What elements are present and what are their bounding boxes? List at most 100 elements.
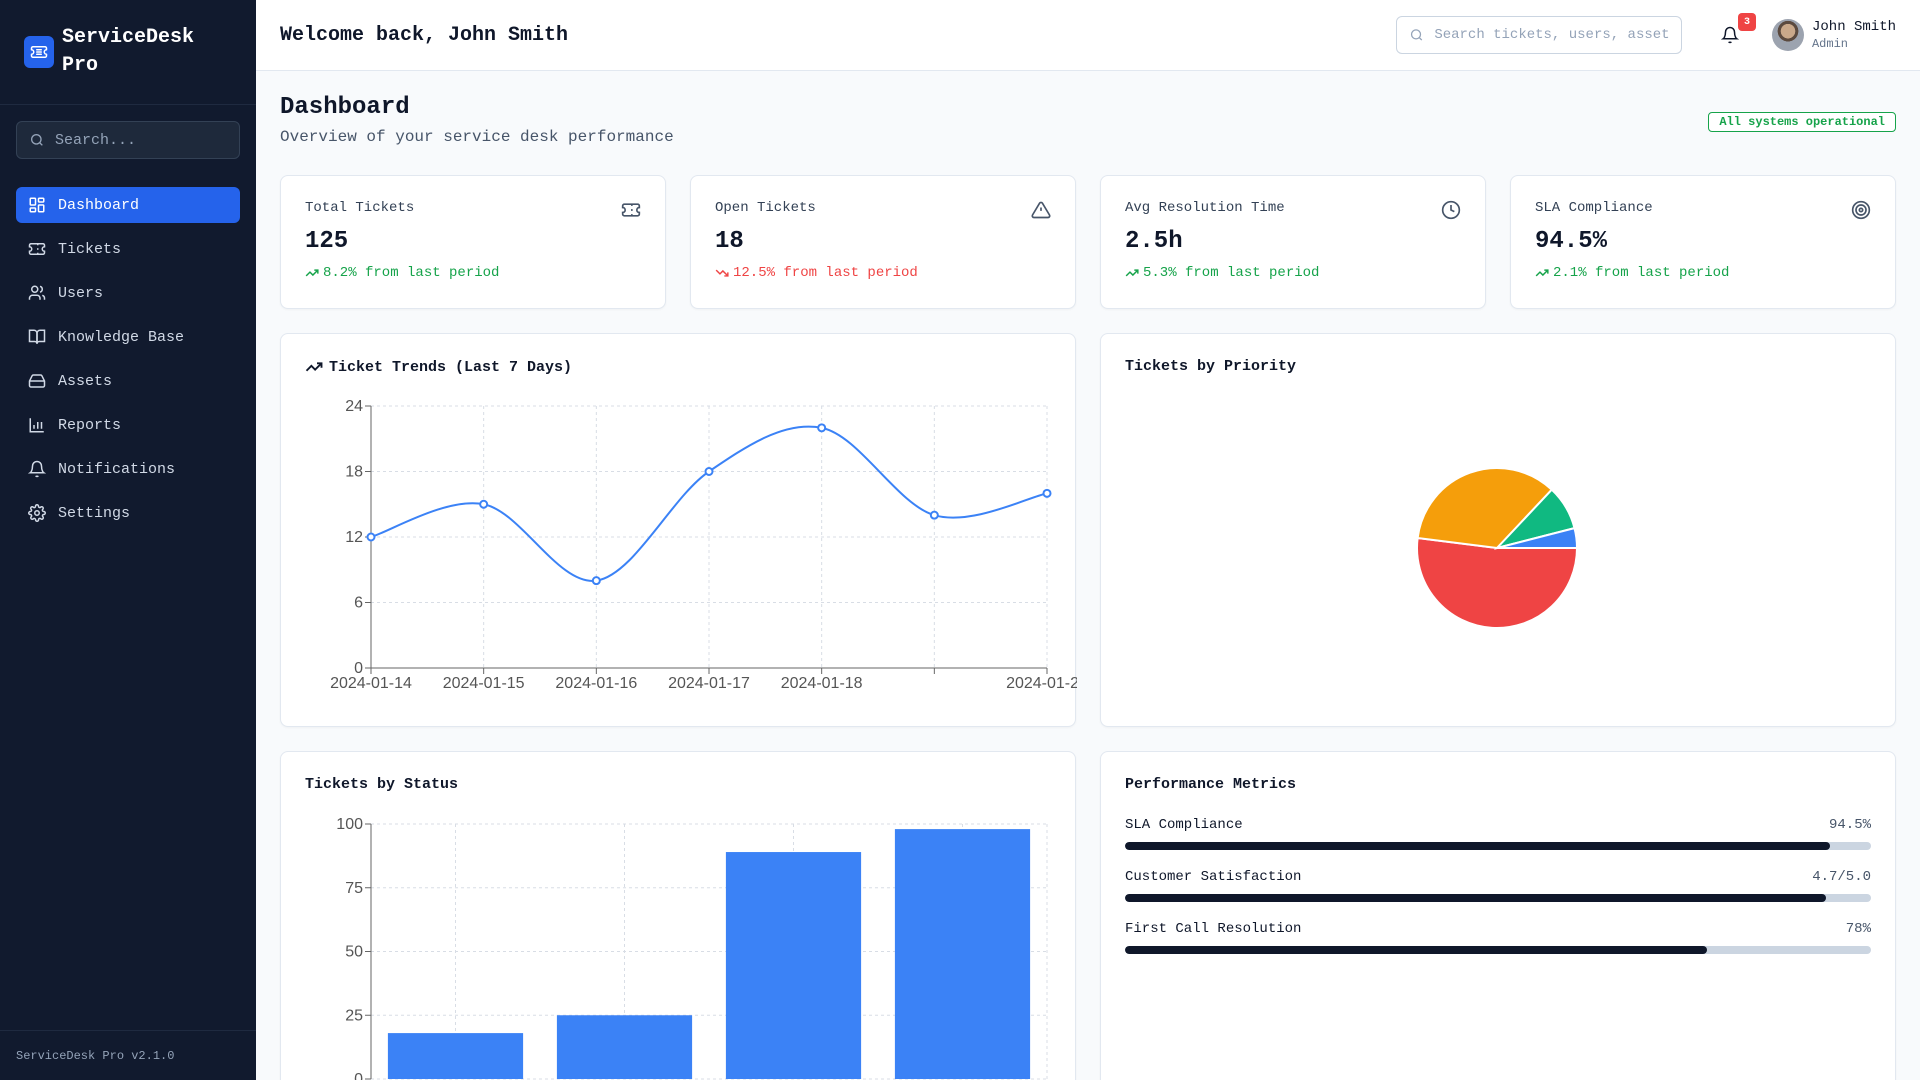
data-point (366, 532, 376, 542)
stat-change: 2.1% from last period (1535, 265, 1729, 281)
x-tick-label: 2024-01-18 (781, 675, 863, 692)
sidebar-search[interactable] (16, 121, 240, 159)
stat-value: 18 (715, 228, 744, 255)
status-bar-chart: 0 25 50 75 100 (336, 816, 1048, 1080)
welcome-message: Welcome back, John Smith (280, 23, 569, 47)
x-tick-label: 2024-01-20 (1006, 675, 1077, 692)
sidebar-item-knowledge-base[interactable]: Knowledge Base (16, 319, 240, 355)
sidebar-item-tickets[interactable]: Tickets (16, 231, 240, 267)
stat-label: Open Tickets (715, 200, 816, 216)
sidebar-item-label: Dashboard (58, 196, 140, 214)
y-tick-label: 18 (345, 464, 363, 481)
sidebar-item-label: Knowledge Base (58, 328, 185, 346)
sidebar-item-users[interactable]: Users (16, 275, 240, 311)
sidebar-item-reports[interactable]: Reports (16, 407, 240, 443)
trending-up-icon (305, 269, 319, 277)
hard-drive-icon (28, 374, 46, 388)
metric-customer-satisfaction: Customer Satisfaction 4.7/5.0 (1125, 869, 1871, 902)
bar (556, 1015, 693, 1079)
search-icon (1410, 29, 1423, 41)
global-search[interactable] (1395, 16, 1682, 54)
sidebar-item-settings[interactable]: Settings (16, 495, 240, 531)
progress-fill (1125, 842, 1830, 850)
notifications-button[interactable]: 3 (1718, 13, 1756, 47)
stat-card-avg-resolution: Avg Resolution Time 2.5h 5.3% from last … (1100, 175, 1486, 309)
book-icon (28, 329, 46, 344)
y-tick-label: 0 (354, 1071, 363, 1080)
data-point (929, 510, 939, 520)
user-menu[interactable]: John Smith Admin (1771, 18, 1896, 52)
stat-value: 2.5h (1125, 228, 1183, 255)
bell-icon (1720, 26, 1739, 44)
metric-value: 4.7/5.0 (1812, 869, 1871, 885)
sidebar-item-label: Reports (58, 416, 122, 434)
search-icon (31, 134, 43, 146)
data-point (704, 467, 714, 476)
stat-change: 8.2% from last period (305, 265, 499, 281)
data-point (591, 576, 601, 586)
y-tick-label: 25 (345, 1007, 363, 1024)
status-title: Tickets by Status (305, 776, 459, 793)
stat-label: SLA Compliance (1535, 200, 1653, 216)
sidebar-item-label: Assets (58, 372, 113, 390)
stat-change-text: 2.1% from last period (1553, 265, 1730, 281)
x-tick-label: 2024-01-17 (668, 675, 750, 692)
ticket-trends-panel: Ticket Trends (Last 7 Days) 0 6 12 18 24 2024… (280, 333, 1077, 727)
metric-label: First Call Resolution (1125, 921, 1302, 937)
bar (894, 829, 1031, 1079)
sidebar-item-label: Notifications (58, 460, 176, 478)
notification-count-badge: 3 (1737, 13, 1756, 31)
y-tick-label: 0 (354, 660, 363, 677)
sidebar-nav: Dashboard Tickets Users Knowledge Base A… (0, 187, 256, 531)
sidebar-item-label: Tickets (58, 240, 122, 258)
priority-panel: Tickets by Priority (1100, 333, 1896, 727)
status-panel: Tickets by Status 0 25 50 75 100 (280, 751, 1076, 1080)
top-header: Welcome back, John Smith 3 John Smith Ad… (256, 0, 1920, 71)
sidebar-item-notifications[interactable]: Notifications (16, 451, 240, 487)
page-title: Dashboard (280, 94, 410, 121)
trending-up-icon (1535, 269, 1549, 277)
stat-card-total-tickets: Total Tickets 125 8.2% from last period (280, 175, 666, 309)
panel-title: Performance Metrics (1125, 776, 1296, 793)
sidebar-search-input[interactable] (55, 131, 225, 149)
data-point (479, 499, 489, 509)
sidebar-item-assets[interactable]: Assets (16, 363, 240, 399)
ticket-icon (28, 243, 46, 255)
dashboard-icon (29, 197, 45, 213)
priority-title: Tickets by Priority (1125, 358, 1297, 375)
trending-up-icon (1125, 269, 1139, 277)
stat-change: 12.5% from last period (715, 265, 918, 281)
metric-value: 78% (1845, 921, 1871, 937)
y-tick-label: 75 (345, 880, 363, 897)
panel-title: Tickets by Priority (1125, 358, 1296, 375)
data-point (1042, 488, 1052, 498)
global-search-input[interactable] (1434, 27, 1669, 43)
panel-title: Tickets by Status (305, 776, 458, 793)
x-tick-label: 2024-01-15 (443, 675, 525, 692)
stat-value: 94.5% (1535, 228, 1608, 255)
performance-title: Performance Metrics (1125, 776, 1297, 793)
app-name: ServiceDesk Pro (62, 26, 195, 77)
app-version: ServiceDesk Pro v2.1.0 (0, 1030, 256, 1080)
sidebar: ServiceDesk Pro Dashboard Tickets Users … (0, 0, 256, 1080)
progress-track (1125, 946, 1871, 954)
metric-value: 94.5% (1828, 817, 1871, 833)
stat-change-text: 8.2% from last period (323, 265, 500, 281)
pie-slice (1496, 526, 1579, 549)
user-name: John Smith (1811, 19, 1896, 35)
progress-fill (1125, 946, 1707, 954)
metric-label: SLA Compliance (1125, 817, 1243, 833)
trending-down-icon (715, 269, 729, 277)
sidebar-item-label: Users (58, 284, 104, 302)
stat-change: 5.3% from last period (1125, 265, 1319, 281)
user-role: Admin (1811, 37, 1848, 51)
y-tick-label: 100 (336, 816, 363, 833)
sidebar-item-dashboard[interactable]: Dashboard (16, 187, 240, 223)
progress-track (1125, 842, 1871, 850)
trending-up-icon (305, 362, 323, 372)
avatar (1771, 19, 1804, 51)
panel-title: Ticket Trends (Last 7 Days) (305, 358, 572, 376)
bar (725, 852, 862, 1079)
page-subtitle: Overview of your service desk performanc… (280, 128, 674, 146)
brand: ServiceDesk Pro (0, 0, 256, 105)
